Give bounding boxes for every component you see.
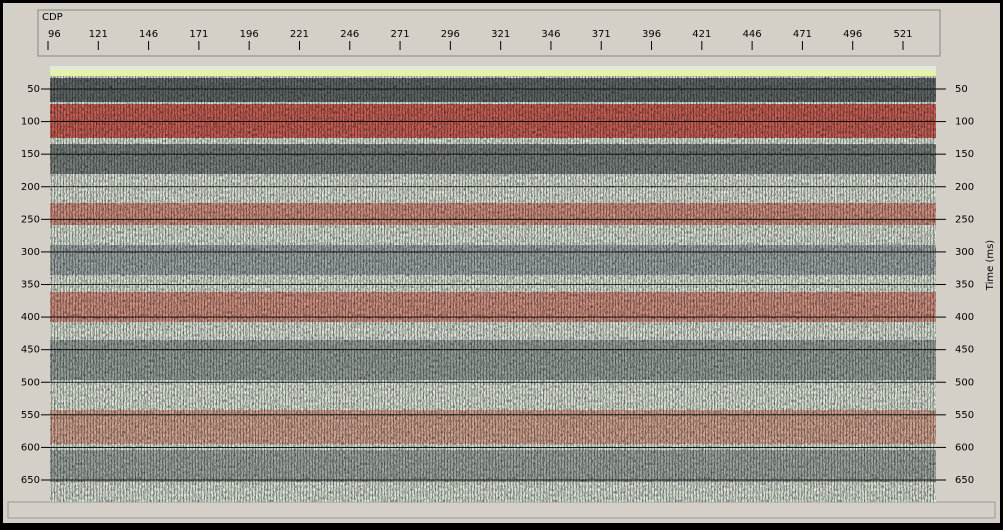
top-tick-label: 421 [692, 29, 711, 40]
right-tick-label: 600 [955, 442, 974, 453]
top-tick-label: 471 [793, 29, 812, 40]
trace-lines [50, 76, 936, 502]
top-tick-label: 371 [592, 29, 611, 40]
left-tick-label: 350 [21, 280, 40, 291]
left-tick-label: 50 [27, 84, 40, 95]
right-tick-label: 150 [955, 149, 974, 160]
top-tick-label: 196 [240, 29, 259, 40]
right-tick-label: 350 [955, 280, 974, 291]
top-tick-label: 221 [290, 29, 309, 40]
top-tick-label: 346 [541, 29, 560, 40]
top-tick-label: 296 [441, 29, 460, 40]
seismic-section [50, 66, 936, 502]
top-tick-label: 521 [893, 29, 912, 40]
header-band [50, 70, 936, 76]
top-tick-label: 146 [139, 29, 158, 40]
top-tick-label: 96 [48, 29, 61, 40]
top-tick-label: 321 [491, 29, 510, 40]
left-tick-label: 150 [21, 149, 40, 160]
left-tick-label: 200 [21, 182, 40, 193]
right-tick-label: 100 [955, 117, 974, 128]
top-tick-label: 171 [189, 29, 208, 40]
left-tick-label: 300 [21, 247, 40, 258]
left-tick-label: 650 [21, 475, 40, 486]
right-axis-label: Time (ms) [985, 240, 996, 292]
right-tick-label: 300 [955, 247, 974, 258]
right-tick-label: 650 [955, 475, 974, 486]
top-tick-label: 496 [843, 29, 862, 40]
right-tick-label: 500 [955, 377, 974, 388]
top-tick-label: 246 [340, 29, 359, 40]
top-axis-label: CDP [42, 12, 63, 23]
left-tick-label: 550 [21, 410, 40, 421]
left-tick-label: 100 [21, 117, 40, 128]
right-tick-label: 400 [955, 312, 974, 323]
right-tick-label: 50 [955, 84, 968, 95]
left-tick-label: 400 [21, 312, 40, 323]
top-tick-label: 121 [89, 29, 108, 40]
left-tick-label: 600 [21, 442, 40, 453]
top-tick-label: 271 [391, 29, 410, 40]
top-tick-label: 396 [642, 29, 661, 40]
right-tick-label: 450 [955, 345, 974, 356]
top-axis-panel [37, 9, 941, 57]
top-tick-label: 446 [743, 29, 762, 40]
status-bar [7, 501, 996, 519]
left-tick-label: 500 [21, 377, 40, 388]
left-tick-label: 250 [21, 214, 40, 225]
right-tick-label: 200 [955, 182, 974, 193]
right-tick-label: 550 [955, 410, 974, 421]
left-tick-label: 450 [21, 345, 40, 356]
right-tick-label: 250 [955, 214, 974, 225]
